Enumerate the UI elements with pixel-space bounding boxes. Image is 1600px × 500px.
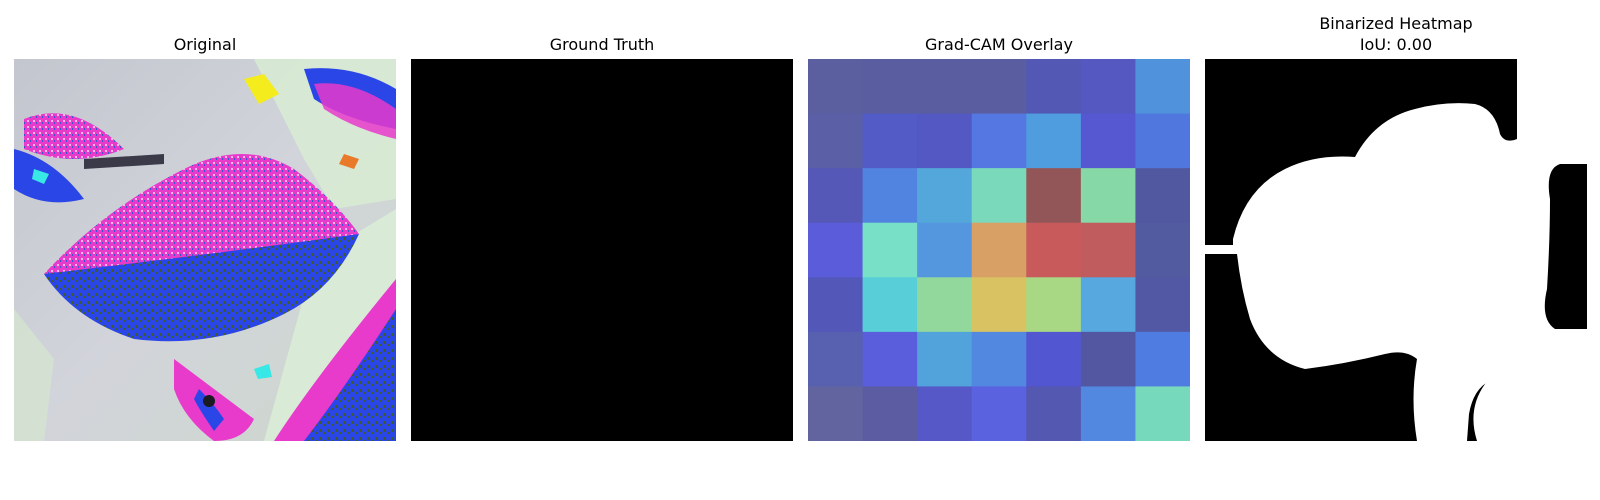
gradcam-cell — [1080, 168, 1136, 224]
gradcam-overlay — [808, 59, 1190, 441]
gradcam-cell — [862, 168, 918, 224]
gradcam-cell — [1026, 222, 1082, 278]
gradcam-cell — [1135, 331, 1190, 387]
gradcam-cell — [1135, 168, 1190, 224]
gradcam-cell — [1135, 59, 1190, 115]
gradcam-cell — [862, 222, 918, 278]
original-image — [14, 59, 396, 441]
panel-title-gradcam: Grad-CAM Overlay — [925, 35, 1073, 54]
gradcam-cell — [862, 113, 918, 169]
gradcam-cell — [862, 277, 918, 333]
panel-title-binarized-main: Binarized Heatmap — [1319, 14, 1473, 33]
gradcam-cell — [1080, 277, 1136, 333]
gradcam-cell — [808, 113, 864, 169]
gradcam-cell — [862, 331, 918, 387]
gradcam-cell — [971, 113, 1027, 169]
gradcam-cell — [1026, 386, 1082, 441]
gradcam-cell — [808, 222, 864, 278]
gradcam-cell — [808, 277, 864, 333]
gradcam-cell — [1080, 222, 1136, 278]
gradcam-cell — [1026, 277, 1082, 333]
gradcam-cell — [1135, 277, 1190, 333]
gradcam-cell — [1135, 222, 1190, 278]
gradcam-cell — [1080, 331, 1136, 387]
gradcam-cell — [971, 331, 1027, 387]
gradcam-cell — [917, 59, 973, 115]
gradcam-cell — [917, 168, 973, 224]
gradcam-cell — [917, 331, 973, 387]
gradcam-cell — [808, 331, 864, 387]
gradcam-cell — [1135, 386, 1190, 441]
ground-truth-mask — [411, 59, 793, 441]
gradcam-cell — [808, 59, 864, 115]
gradcam-cell — [1135, 113, 1190, 169]
gradcam-cell — [971, 386, 1027, 441]
gradcam-cell — [862, 386, 918, 441]
gradcam-cell — [971, 277, 1027, 333]
gradcam-cell — [917, 113, 973, 169]
gradcam-cell — [917, 277, 973, 333]
gradcam-cell — [1080, 59, 1136, 115]
gradcam-cell — [1080, 386, 1136, 441]
gradcam-cell — [917, 386, 973, 441]
gradcam-cell — [1080, 113, 1136, 169]
binarized-heatmap — [1205, 59, 1587, 441]
panel-title-ground-truth: Ground Truth — [549, 35, 655, 54]
gradcam-cell — [1026, 168, 1082, 224]
gradcam-cell — [1026, 113, 1082, 169]
gradcam-cell — [971, 59, 1027, 115]
gradcam-cell — [808, 168, 864, 224]
panel-title-binarized: Binarized Heatmap IoU: 0.00 — [1205, 13, 1587, 55]
gradcam-cell — [917, 222, 973, 278]
gradcam-cell — [971, 168, 1027, 224]
gradcam-cell — [971, 222, 1027, 278]
gradcam-cell — [1026, 331, 1082, 387]
panel-subtitle-iou: IoU: 0.00 — [1359, 35, 1433, 54]
panel-title-original: Original — [173, 35, 237, 54]
gradcam-cell — [862, 59, 918, 115]
gradcam-cell — [1026, 59, 1082, 115]
gradcam-cell — [808, 386, 864, 441]
